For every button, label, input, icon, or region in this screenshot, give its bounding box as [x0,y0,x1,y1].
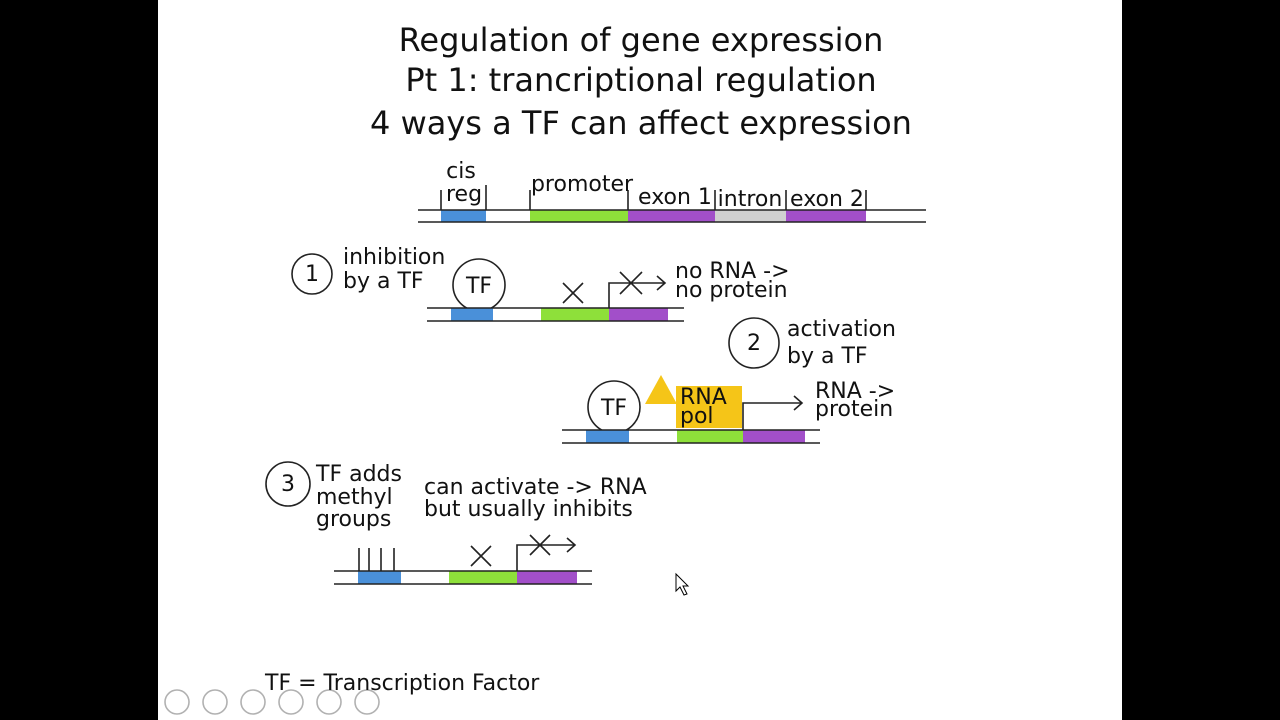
region-label: intron [718,187,783,212]
tf-label: TF [465,274,492,299]
region-label: cis [446,159,476,184]
step-badge [728,317,780,369]
step-label: by a TF [787,344,868,369]
title-line: 4 ways a TF can affect expression [370,104,912,142]
step-number: 1 [305,262,319,287]
gene-1 [427,271,684,322]
step-label: by a TF [343,269,424,294]
gene-map [418,185,926,223]
step-label: inhibition [343,245,445,270]
result-text: no RNA -> [675,259,790,284]
step-label: methyl [316,485,393,510]
region-label: reg [446,182,482,207]
region-label: promoter [531,172,634,197]
gene-3 [334,534,592,585]
slide [158,0,1122,720]
footer-note: TF = Transcription Factor [264,671,540,696]
step-number: 3 [281,472,295,497]
region-label: exon 2 [790,187,864,212]
polymerase-label: pol [680,404,714,429]
result-text: can activate -> RNA [424,475,647,500]
tf-label: TF [600,396,627,421]
region-label: exon 1 [638,185,712,210]
step-label: activation [787,317,896,342]
result-text: no protein [675,278,788,303]
title-line: Pt 1: trancriptional regulation [405,61,876,99]
step-badge [291,253,333,295]
step-badge [265,461,311,507]
step-label: TF adds [315,462,402,487]
polymerase-label: RNA [680,385,727,410]
mouse-cursor [675,572,690,596]
step-number: 2 [747,331,761,356]
result-text: protein [815,397,893,422]
title-line: Regulation of gene expression [399,21,884,59]
presenter-toolbar[interactable] [164,689,380,715]
result-text: but usually inhibits [424,497,633,522]
gene-2 [562,375,820,444]
step-label: groups [316,507,391,532]
result-text: RNA -> [815,379,895,404]
